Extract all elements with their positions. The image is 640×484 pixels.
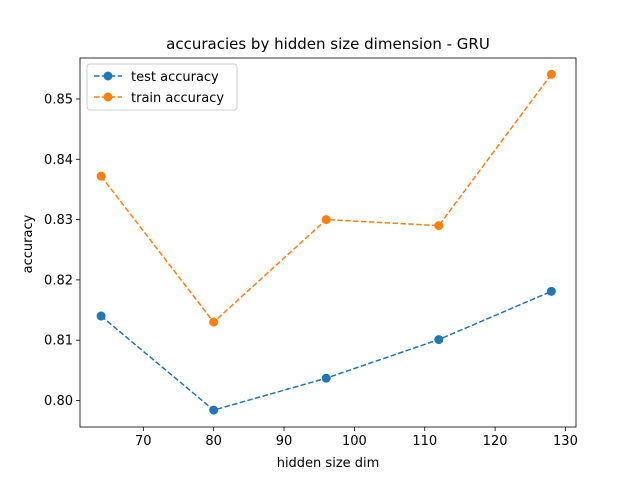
x-tick-label: 120 (483, 434, 508, 449)
y-tick-label: 0.82 (44, 273, 73, 288)
data-point (434, 221, 444, 231)
x-axis-label: hidden size dim (277, 456, 380, 471)
x-tick-label: 110 (412, 434, 437, 449)
legend-label: test accuracy (131, 70, 219, 85)
data-point (434, 335, 444, 345)
data-point (546, 69, 556, 79)
plot-area: 70 80 90 100 110 120 130 0.80 0.81 0.82 0.83 0.84 0.… (44, 57, 578, 449)
data-point (96, 171, 106, 181)
legend: test accuracy train accuracy (86, 63, 238, 111)
legend-marker (103, 71, 113, 81)
x-tick-label: 80 (205, 434, 222, 449)
y-tick-label: 0.80 (44, 394, 73, 409)
y-tick-label: 0.83 (44, 213, 73, 228)
data-point (321, 373, 331, 383)
legend-marker (103, 92, 113, 102)
x-tick-label: 100 (342, 434, 367, 449)
legend-box (86, 63, 238, 111)
data-point (546, 286, 556, 296)
y-tick-label: 0.85 (44, 93, 73, 108)
y-axis-label: accuracy (21, 214, 36, 273)
data-point (209, 317, 219, 327)
data-point (321, 215, 331, 225)
x-tick-label: 130 (553, 434, 578, 449)
y-tick-label: 0.84 (44, 153, 73, 168)
x-tick-label: 90 (276, 434, 293, 449)
legend-label: train accuracy (131, 91, 224, 106)
y-tick-label: 0.81 (44, 334, 73, 349)
chart-title: accuracies by hidden size dimension - GR… (166, 35, 490, 53)
data-point (96, 311, 106, 321)
x-tick-label: 70 (135, 434, 152, 449)
axes-frame (79, 57, 577, 428)
data-point (209, 405, 219, 415)
